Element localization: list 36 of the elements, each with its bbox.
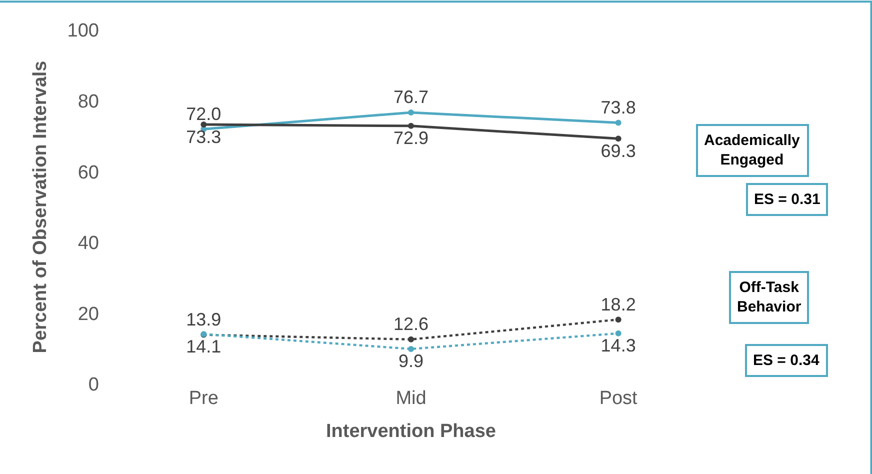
- point: [200, 122, 207, 128]
- x-tick-label: Post: [599, 388, 638, 409]
- y-tick-label: 20: [78, 304, 99, 325]
- point: [408, 346, 414, 352]
- y-tick-label: 60: [78, 162, 99, 184]
- y-axis-title: Percent of Observation Intervals: [30, 60, 52, 354]
- point: [615, 330, 622, 336]
- data-label: 76.7: [393, 87, 429, 108]
- data-label: 14.3: [600, 336, 636, 356]
- data-label: 13.9: [186, 310, 222, 330]
- y-tick-label: 40: [78, 233, 99, 254]
- point: [615, 316, 622, 323]
- point: [615, 136, 622, 142]
- data-label: 69.3: [600, 140, 636, 161]
- data-label: 72.9: [393, 128, 429, 148]
- point: [408, 122, 414, 129]
- data-label: 9.9: [398, 351, 424, 372]
- y-tick-label: 100: [67, 20, 99, 42]
- data-label: 18.2: [600, 294, 636, 314]
- y-tick-label: 0: [88, 374, 99, 396]
- text: Off-Task Behavior: [737, 279, 802, 316]
- point: [408, 336, 414, 342]
- data-label: 14.1: [186, 336, 222, 356]
- x-axis-title: Intervention Phase: [326, 420, 496, 442]
- data-label: 72.0: [186, 104, 222, 124]
- data-label: 73.8: [600, 98, 636, 118]
- point: [408, 109, 414, 116]
- point: [615, 120, 622, 126]
- annotation: Academically Engaged: [704, 132, 801, 168]
- x-tick-label: Pre: [188, 388, 218, 409]
- text: ES = 0.31: [754, 191, 820, 208]
- y-tick-label: 80: [78, 91, 99, 112]
- data-label: 73.3: [186, 126, 222, 147]
- x-tick-label: Mid: [396, 388, 426, 409]
- data-label: 12.6: [393, 314, 429, 334]
- text: ES = 0.34: [753, 352, 820, 369]
